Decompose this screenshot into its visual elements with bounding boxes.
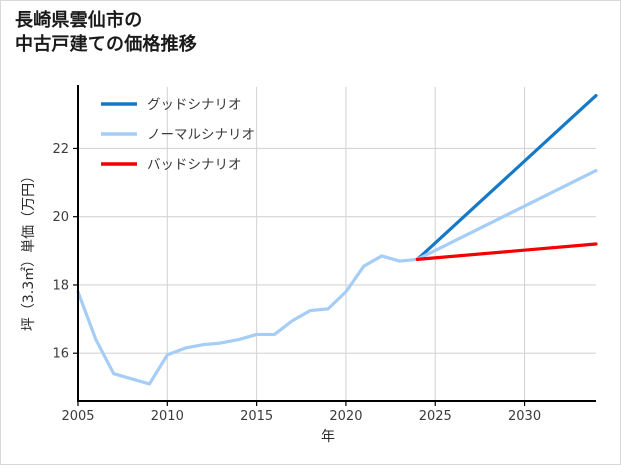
y-axis-title: 坪（3.3㎡）単価（万円） <box>21 169 37 331</box>
y-tick-label: 22 <box>52 142 69 157</box>
x-tick-label: 2025 <box>419 409 452 424</box>
legend-label: グッドシナリオ <box>147 97 242 113</box>
x-tick-label: 2010 <box>151 409 184 424</box>
legend-label: バッドシナリオ <box>147 157 242 173</box>
series-line-グッドシナリオ <box>415 93 598 261</box>
grid-layer <box>78 87 596 401</box>
series-layer <box>76 93 598 386</box>
x-axis-title: 年 <box>321 429 335 445</box>
legend-label: ノーマルシナリオ <box>147 127 255 143</box>
y-tick-label: 18 <box>52 278 69 293</box>
x-tick-label: 2020 <box>329 409 362 424</box>
page-title: 長崎県雲仙市の 中古戸建ての価格推移 <box>15 10 197 56</box>
tick-label-layer: 16 18 20 22 2005 2010 2015 2020 2025 2030 <box>52 142 541 424</box>
x-tick-label: 2005 <box>61 409 94 424</box>
legend-item-ノーマルシナリオ[interactable]: ノーマルシナリオ <box>101 127 255 143</box>
x-tick-label: 2030 <box>508 409 541 424</box>
legend-item-バッドシナリオ[interactable]: バッドシナリオ <box>101 157 242 173</box>
axis-title-layer: 年 坪（3.3㎡）単価（万円） <box>21 169 335 445</box>
series-line-バッドシナリオ <box>415 242 598 261</box>
series-line-ノーマルシナリオ <box>415 169 598 261</box>
axis-layer <box>73 85 596 406</box>
series-line-実績 <box>76 254 419 386</box>
legend-item-グッドシナリオ[interactable]: グッドシナリオ <box>101 97 242 113</box>
x-tick-label: 2015 <box>240 409 273 424</box>
y-tick-label: 20 <box>52 210 69 225</box>
y-tick-label: 16 <box>52 347 69 362</box>
